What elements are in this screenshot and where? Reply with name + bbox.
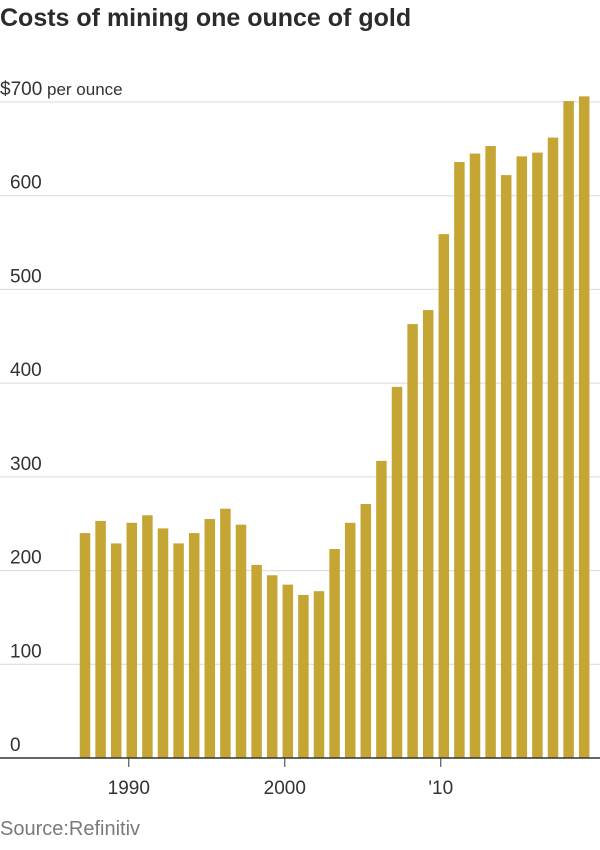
bar-1995 [204, 519, 216, 758]
bar-2000 [282, 584, 294, 758]
bar-2010 [438, 234, 450, 758]
y-tick-label: 0 [10, 735, 21, 756]
chart-title: Costs of mining one ounce of gold [0, 4, 412, 32]
bar-1992 [157, 528, 169, 758]
bar-2015 [516, 156, 528, 759]
bars [79, 96, 590, 759]
bar-1999 [266, 575, 278, 758]
bar-1987 [79, 533, 91, 758]
y-tick-label: 600 [10, 173, 42, 194]
bar-1991 [142, 515, 153, 758]
bar-1998 [251, 564, 262, 758]
bar-2006 [376, 460, 387, 758]
bar-2011 [454, 161, 465, 758]
y-axis-unit-label: per ounce [42, 80, 122, 99]
bar-2003 [329, 549, 340, 758]
bar-1997 [235, 524, 247, 758]
bar-2019 [578, 96, 590, 759]
y-tick-label: $700 per ounce [0, 79, 123, 100]
bar-1990 [126, 522, 138, 758]
y-axis-labels: 0 100 200 300 400 500 600 $700 per ounce [0, 79, 123, 756]
bar-2017 [547, 137, 559, 758]
bar-1994 [188, 533, 200, 758]
bar-2014 [500, 175, 512, 758]
bar-2004 [344, 522, 356, 758]
y-tick-label: 300 [10, 454, 42, 475]
bar-1993 [173, 543, 184, 758]
bar-2002 [313, 591, 325, 758]
bar-2012 [469, 153, 481, 759]
bar-2007 [391, 386, 403, 758]
y-tick-label: 100 [10, 641, 42, 662]
bar-2013 [485, 146, 496, 758]
x-tick-label: 2000 [264, 778, 306, 799]
y-tick-label: 400 [10, 360, 42, 381]
bar-1989 [110, 543, 122, 758]
bar-2016 [532, 152, 543, 758]
bar-2018 [563, 101, 574, 758]
x-tick-label: 1990 [108, 778, 150, 799]
bar-2008 [407, 324, 418, 758]
bar-1996 [220, 508, 231, 758]
x-tick-label: '10 [428, 778, 453, 799]
bar-2001 [298, 594, 309, 758]
source-note: Source:Refinitiv [0, 818, 141, 840]
x-axis-ticks: 1990 2000 '10 [108, 758, 453, 799]
bar-1988 [95, 520, 106, 758]
bar-2009 [422, 310, 434, 758]
y-tick-label: 200 [10, 548, 42, 569]
y-tick-label: 500 [10, 266, 42, 287]
bar-2005 [360, 504, 372, 758]
